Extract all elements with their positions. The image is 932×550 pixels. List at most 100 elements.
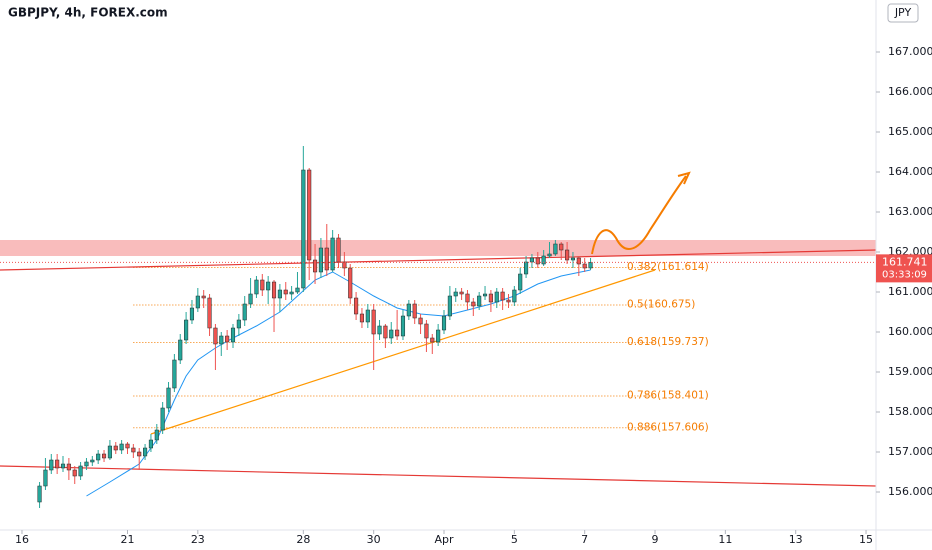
candle-body bbox=[559, 243, 564, 251]
candle-body bbox=[219, 335, 224, 345]
x-tick-label: 23 bbox=[191, 533, 205, 546]
candle-body bbox=[494, 291, 499, 303]
candle-body bbox=[201, 295, 206, 299]
candle-body bbox=[172, 359, 177, 389]
candle-body bbox=[570, 257, 576, 261]
candle-body bbox=[113, 445, 118, 451]
candle-body bbox=[354, 297, 359, 315]
candle-body bbox=[477, 295, 482, 307]
y-tick-label: 158.000 bbox=[888, 405, 932, 418]
candle-body bbox=[553, 243, 558, 255]
resistance-zone bbox=[0, 240, 876, 256]
trend-line bbox=[0, 249, 877, 271]
candle-body bbox=[500, 291, 505, 301]
candle-body bbox=[137, 451, 142, 457]
last-price: 161.741 bbox=[882, 255, 928, 268]
candle-body bbox=[254, 279, 259, 295]
candle-body bbox=[72, 469, 77, 477]
trend-line bbox=[150, 269, 656, 435]
candle-body bbox=[55, 459, 60, 469]
fib-label: 0.382(161.614) bbox=[627, 261, 709, 273]
candle-body bbox=[49, 459, 54, 471]
candle-body bbox=[225, 335, 230, 343]
candle-body bbox=[318, 247, 323, 273]
candle-body bbox=[365, 309, 370, 323]
candle-body bbox=[576, 257, 581, 265]
candle-body bbox=[178, 339, 183, 361]
y-tick-label: 156.000 bbox=[888, 485, 932, 498]
y-tick-label: 166.000 bbox=[888, 85, 932, 98]
candle-body bbox=[160, 407, 165, 431]
candle-body bbox=[342, 261, 347, 269]
candle-body bbox=[441, 315, 447, 331]
y-tick-label: 160.000 bbox=[888, 325, 932, 338]
x-tick-label: 16 bbox=[15, 533, 29, 546]
candle-body bbox=[430, 337, 435, 343]
chart-title: GBPJPY, 4h, FOREX.com bbox=[8, 6, 168, 20]
candle-body bbox=[242, 303, 247, 321]
candle-body bbox=[313, 259, 318, 273]
candle-body bbox=[60, 463, 66, 469]
y-tick-label: 161.000 bbox=[888, 285, 932, 298]
countdown: 03:33:09 bbox=[882, 269, 927, 280]
currency-badge[interactable] bbox=[887, 3, 919, 23]
candle-body bbox=[154, 429, 159, 441]
fib-label: 0.5(160.675) bbox=[627, 299, 695, 311]
candle-body bbox=[271, 281, 277, 299]
candle-body bbox=[277, 289, 282, 299]
y-tick-label: 159.000 bbox=[888, 365, 932, 378]
candle-body bbox=[506, 299, 511, 303]
candle-body bbox=[148, 439, 153, 449]
candle-body bbox=[189, 307, 195, 321]
candle-body bbox=[107, 445, 112, 459]
candle-body bbox=[248, 293, 253, 305]
candle-body bbox=[230, 327, 236, 343]
candle-body bbox=[418, 317, 423, 325]
fib-label: 0.618(159.737) bbox=[627, 336, 709, 348]
x-tick-label: 15 bbox=[859, 533, 873, 546]
candle-body bbox=[512, 289, 517, 303]
x-tick-label: 21 bbox=[120, 533, 134, 546]
candle-body bbox=[565, 249, 570, 261]
candle-body bbox=[101, 453, 107, 459]
candle-body bbox=[547, 253, 552, 257]
candle-body bbox=[260, 279, 265, 291]
candle-body bbox=[471, 301, 476, 307]
candle-body bbox=[488, 293, 493, 303]
candle-body bbox=[424, 323, 429, 339]
candle-body bbox=[37, 485, 42, 503]
candle-body bbox=[125, 443, 130, 449]
candle-body bbox=[524, 261, 529, 275]
candle-body bbox=[383, 325, 388, 339]
candle-body bbox=[43, 469, 48, 487]
candle-body bbox=[412, 303, 417, 319]
candle-body bbox=[289, 291, 294, 295]
candle-body bbox=[166, 387, 171, 409]
candle-body bbox=[143, 447, 148, 457]
candle-body bbox=[459, 291, 464, 295]
candle-body bbox=[207, 297, 212, 329]
candle-body bbox=[213, 327, 218, 345]
currency: JPY bbox=[894, 6, 912, 19]
candle-body bbox=[184, 319, 189, 341]
candle-body bbox=[389, 329, 394, 339]
y-tick-label: 167.000 bbox=[888, 45, 932, 58]
candle-body bbox=[465, 293, 470, 303]
x-tick-label: 5 bbox=[511, 533, 518, 546]
candle-body bbox=[371, 309, 376, 335]
arrow-head bbox=[677, 171, 691, 185]
candle-body bbox=[236, 319, 241, 329]
candle-body bbox=[324, 247, 329, 271]
candle-body bbox=[195, 295, 200, 309]
x-tick-label: 28 bbox=[296, 533, 310, 546]
candle-body bbox=[78, 465, 83, 477]
candle-body bbox=[377, 325, 382, 335]
x-tick-label: 9 bbox=[652, 533, 659, 546]
candle-body bbox=[436, 329, 441, 343]
candle-body bbox=[96, 453, 101, 461]
candle-body bbox=[119, 443, 124, 451]
candle-body bbox=[84, 461, 89, 467]
plot: 0.382(161.614) 0.5(160.675) 0.618(159.737)… bbox=[0, 146, 877, 508]
candle-body bbox=[359, 313, 364, 323]
